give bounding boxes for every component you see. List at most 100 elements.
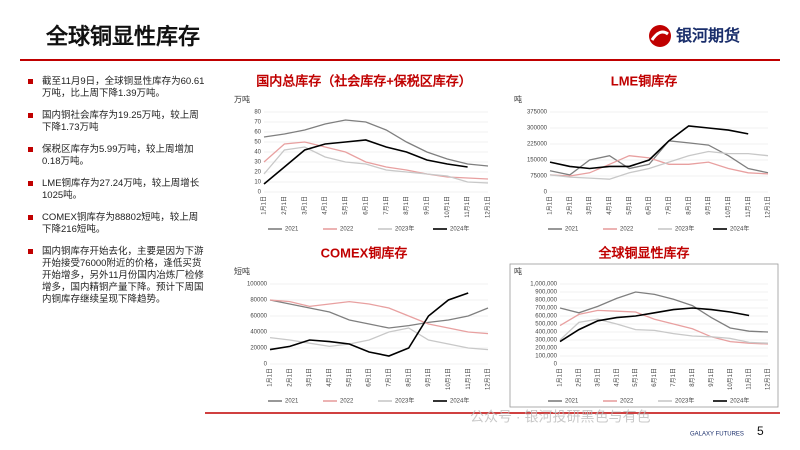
x-tick-label: 11月1日 <box>464 196 471 218</box>
chart-title: 全球铜显性库存 <box>597 245 689 260</box>
legend-label: 2021 <box>285 399 299 405</box>
x-tick-label: 12月1日 <box>765 368 772 390</box>
x-tick-label: 5月1日 <box>626 196 633 215</box>
x-tick-label: 10月1日 <box>725 196 732 218</box>
y-tick-label: 600,000 <box>535 314 557 320</box>
x-tick-label: 1月1日 <box>261 196 268 215</box>
y-tick-label: 100000 <box>247 282 268 288</box>
x-tick-label: 7月1日 <box>665 196 672 215</box>
y-tick-label: 40000 <box>250 330 267 336</box>
y-axis-unit: 吨 <box>514 266 522 276</box>
y-tick-label: 20000 <box>250 346 267 352</box>
y-tick-label: 500,000 <box>535 322 557 328</box>
chart-title: LME铜库存 <box>611 73 677 88</box>
x-tick-label: 1月1日 <box>547 196 554 215</box>
y-tick-label: 0 <box>264 362 268 368</box>
x-tick-label: 7月1日 <box>383 196 390 215</box>
legend-label: 2022 <box>340 399 354 405</box>
y-tick-label: 60 <box>254 130 261 136</box>
series-line <box>549 155 769 177</box>
series-line <box>263 139 468 185</box>
chart-title: 国内总库存（社会库存+保税区库存） <box>256 73 472 88</box>
series-line <box>559 307 750 343</box>
y-tick-label: 75000 <box>530 174 547 180</box>
series-line <box>559 291 769 333</box>
x-tick-label: 3月1日 <box>301 196 308 215</box>
legend-label: 2022 <box>340 227 354 233</box>
x-tick-label: 10月1日 <box>727 368 734 390</box>
x-tick-label: 6月1日 <box>646 196 653 215</box>
x-tick-label: 4月1日 <box>606 196 613 215</box>
x-tick-label: 9月1日 <box>425 368 432 387</box>
x-tick-label: 3月1日 <box>586 196 593 215</box>
x-tick-label: 5月1日 <box>632 368 639 387</box>
bullet: 国内铜库存开始去化，主要是因为下游开始接受76000附近的价格，逢低买货开始增多… <box>28 246 206 306</box>
x-tick-label: 4月1日 <box>326 368 333 387</box>
x-tick-label: 8月1日 <box>405 368 412 387</box>
x-tick-label: 3月1日 <box>306 368 313 387</box>
x-tick-label: 8月1日 <box>403 196 410 215</box>
legend-label: 2024年 <box>730 397 749 405</box>
y-tick-label: 20 <box>254 170 261 176</box>
legend-label: 2024年 <box>450 225 469 233</box>
series-line <box>269 299 489 335</box>
x-tick-label: 12月1日 <box>765 196 772 218</box>
y-tick-label: 700,000 <box>535 306 557 312</box>
footer-brand: GALAXY FUTURES <box>690 432 744 438</box>
legend-label: 2021 <box>285 227 299 233</box>
x-tick-label: 9月1日 <box>708 368 715 387</box>
y-tick-label: 1,000,000 <box>530 282 557 288</box>
x-tick-label: 2月1日 <box>575 368 582 387</box>
legend-label: 2024年 <box>730 225 749 233</box>
series-line <box>559 309 769 345</box>
y-tick-label: 100,000 <box>535 354 557 360</box>
legend-label: 2021 <box>565 227 579 233</box>
legend-label: 2023年 <box>395 397 414 405</box>
x-tick-label: 7月1日 <box>385 368 392 387</box>
x-tick-label: 3月1日 <box>594 368 601 387</box>
bullet: 国内铜社会库存为19.25万吨，较上周下降1.73万吨 <box>28 110 206 134</box>
legend-label: 2021 <box>565 399 579 405</box>
legend-label: 2023年 <box>395 225 414 233</box>
y-tick-label: 60000 <box>250 314 267 320</box>
slide-title: 全球铜显性库存 <box>45 24 200 49</box>
logo-text: 银河期货 <box>676 26 740 45</box>
y-tick-label: 50 <box>254 140 261 146</box>
x-tick-label: 8月1日 <box>685 196 692 215</box>
logo-swoosh <box>650 30 669 41</box>
y-tick-label: 0 <box>258 190 262 196</box>
series-line <box>269 299 489 329</box>
bullet: 保税区库存为5.99万吨，较上周增加0.18万吨。 <box>28 144 206 168</box>
x-tick-label: 6月1日 <box>366 368 373 387</box>
x-tick-label: 4月1日 <box>613 368 620 387</box>
chart-title: COMEX铜库存 <box>321 245 408 260</box>
legend-label: 2023年 <box>675 397 694 405</box>
y-tick-label: 70 <box>254 120 261 126</box>
y-tick-label: 300,000 <box>535 338 557 344</box>
x-tick-label: 11月1日 <box>746 368 753 390</box>
logo-icon <box>649 25 671 47</box>
x-tick-label: 1月1日 <box>267 368 274 387</box>
y-tick-label: 80 <box>254 110 261 116</box>
watermark: 公众号 · 银河投研黑色与有色 <box>470 409 650 425</box>
chart-frame <box>509 263 779 408</box>
series-line <box>559 318 769 344</box>
series-line <box>263 119 489 167</box>
legend-label: 2022 <box>620 399 634 405</box>
x-tick-label: 2月1日 <box>281 196 288 215</box>
x-tick-label: 5月1日 <box>346 368 353 387</box>
y-tick-label: 400,000 <box>535 330 557 336</box>
series-line <box>269 327 489 351</box>
legend-label: 2024年 <box>450 397 469 405</box>
y-axis-unit: 吨 <box>514 94 522 104</box>
y-tick-label: 0 <box>554 362 558 368</box>
x-tick-label: 9月1日 <box>705 196 712 215</box>
y-tick-label: 80000 <box>250 298 267 304</box>
y-tick-label: 800,000 <box>535 298 557 304</box>
x-tick-label: 10月1日 <box>445 368 452 390</box>
bullet: LME铜库存为27.24万吨，较上周增长1025吨。 <box>28 178 206 202</box>
x-tick-label: 7月1日 <box>670 368 677 387</box>
y-tick-label: 0 <box>544 190 548 196</box>
x-tick-label: 12月1日 <box>485 368 492 390</box>
